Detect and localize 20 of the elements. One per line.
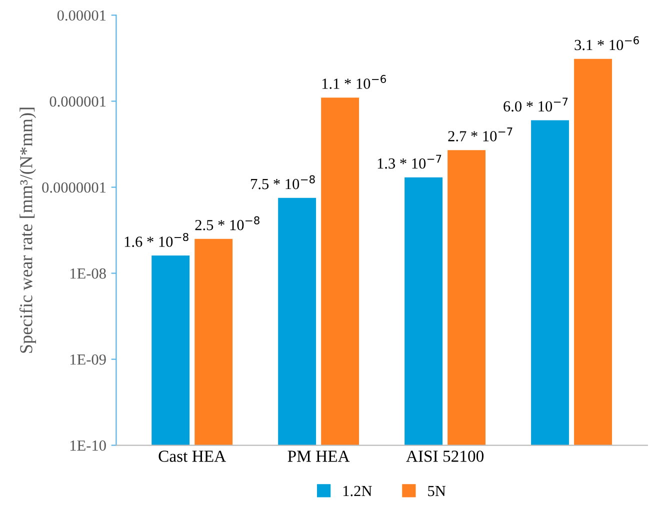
data-label: 1.1 * 10$^{−6}$ [322, 74, 386, 89]
y-tick-label: 0.0000001 [42, 182, 106, 193]
y-tick-label: 1E-08 [70, 268, 106, 279]
y-tick-label: 0.000001 [50, 96, 106, 107]
y-tick-label: 1E-10 [70, 440, 106, 451]
y-tick-label: 1E-09 [70, 354, 106, 365]
x-tick-label: AISI 52100 [406, 450, 484, 462]
data-label: 1.6 * 10$^{−8}$ [124, 232, 188, 247]
x-tick-label: PM HEA [288, 450, 350, 462]
data-label: 2.5 * 10$^{−8}$ [195, 216, 260, 230]
y-tick-label: 0.00001 [57, 10, 106, 21]
data-label: 7.5 * 10$^{−8}$ [251, 175, 315, 190]
data-label: 3.1 * 10$^{−6}$ [574, 36, 639, 50]
legend-label: 5N [428, 486, 446, 496]
legend-label: 1.2N [343, 486, 372, 496]
y-axis-title: Specific wear rate [mm³/(N*mm)] [19, 108, 36, 353]
data-label: 1.3 * 10$^{−7}$ [378, 154, 442, 169]
x-tick-label: Cast HEA [158, 450, 226, 462]
data-label: 6.0 * 10$^{−7}$ [504, 98, 568, 112]
data-label: 2.7 * 10$^{−7}$ [448, 128, 512, 142]
